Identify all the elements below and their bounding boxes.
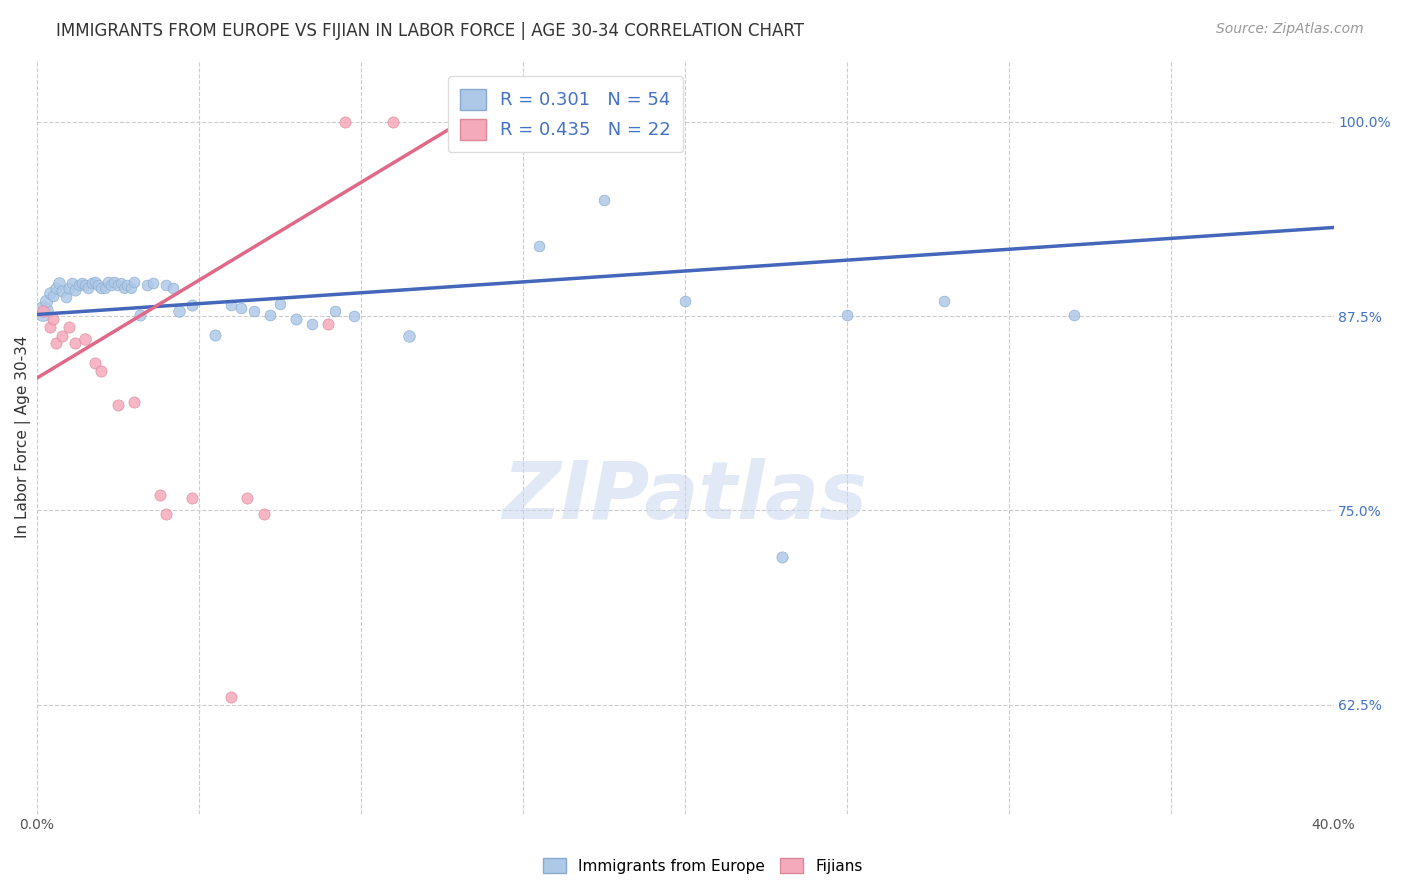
Point <box>42 312 65 326</box>
Point <box>80 277 103 291</box>
Point <box>219 690 242 704</box>
Point <box>77 281 100 295</box>
Point <box>70 277 93 291</box>
Point <box>162 281 184 295</box>
Point <box>1063 308 1085 322</box>
Point <box>323 304 346 318</box>
Point <box>87 278 110 293</box>
Point <box>90 281 112 295</box>
Point <box>142 277 165 291</box>
Point <box>35 293 58 308</box>
Point <box>48 277 70 291</box>
Point <box>181 491 204 505</box>
Point <box>51 284 73 298</box>
Point <box>67 278 90 293</box>
Point <box>333 115 356 129</box>
Point <box>229 301 252 316</box>
Point <box>84 275 107 289</box>
Point <box>155 278 177 293</box>
Point <box>129 308 152 322</box>
Point <box>32 304 55 318</box>
Point <box>60 277 83 291</box>
Point <box>42 289 65 303</box>
Point <box>122 394 145 409</box>
Point <box>45 281 67 295</box>
Point <box>58 281 80 295</box>
Point <box>107 398 129 412</box>
Point <box>93 281 115 295</box>
Point <box>236 491 259 505</box>
Point <box>112 281 135 295</box>
Point <box>51 329 73 343</box>
Point <box>593 193 616 207</box>
Point <box>32 304 55 318</box>
Text: IMMIGRANTS FROM EUROPE VS FIJIAN IN LABOR FORCE | AGE 30-34 CORRELATION CHART: IMMIGRANTS FROM EUROPE VS FIJIAN IN LABO… <box>56 22 804 40</box>
Point <box>97 275 120 289</box>
Point <box>167 304 190 318</box>
Point <box>301 317 323 331</box>
Legend: Immigrants from Europe, Fijians: Immigrants from Europe, Fijians <box>537 852 869 880</box>
Point <box>343 309 366 323</box>
Point <box>318 317 340 331</box>
Point <box>204 327 226 342</box>
Point <box>38 320 60 334</box>
Point <box>65 335 87 350</box>
Y-axis label: In Labor Force | Age 30-34: In Labor Force | Age 30-34 <box>15 335 31 538</box>
Text: Source: ZipAtlas.com: Source: ZipAtlas.com <box>1216 22 1364 37</box>
Point <box>219 298 242 312</box>
Point <box>135 278 157 293</box>
Point <box>65 283 87 297</box>
Point <box>38 285 60 300</box>
Text: ZIPatlas: ZIPatlas <box>502 458 868 536</box>
Point <box>252 507 274 521</box>
Point <box>181 298 204 312</box>
Point <box>117 278 139 293</box>
Point <box>398 329 420 343</box>
Point <box>107 278 129 293</box>
Point <box>58 320 80 334</box>
Point <box>284 312 307 326</box>
Point <box>122 275 145 289</box>
Point <box>770 549 793 564</box>
Point <box>382 115 405 129</box>
Point <box>527 239 550 253</box>
Point <box>103 275 125 289</box>
Point <box>269 296 291 310</box>
Point <box>155 507 177 521</box>
Point <box>259 308 281 322</box>
Point <box>45 335 67 350</box>
Point <box>243 304 266 318</box>
Point <box>837 308 859 322</box>
Point <box>120 281 142 295</box>
Point <box>75 278 97 293</box>
Point <box>447 115 470 129</box>
Point <box>673 293 696 308</box>
Point <box>149 488 172 502</box>
Point <box>90 363 112 377</box>
Point <box>100 278 122 293</box>
Legend: R = 0.301   N = 54, R = 0.435   N = 22: R = 0.301 N = 54, R = 0.435 N = 22 <box>447 76 683 153</box>
Point <box>934 293 956 308</box>
Point <box>55 290 77 304</box>
Point <box>84 356 107 370</box>
Point <box>110 277 132 291</box>
Point <box>75 333 97 347</box>
